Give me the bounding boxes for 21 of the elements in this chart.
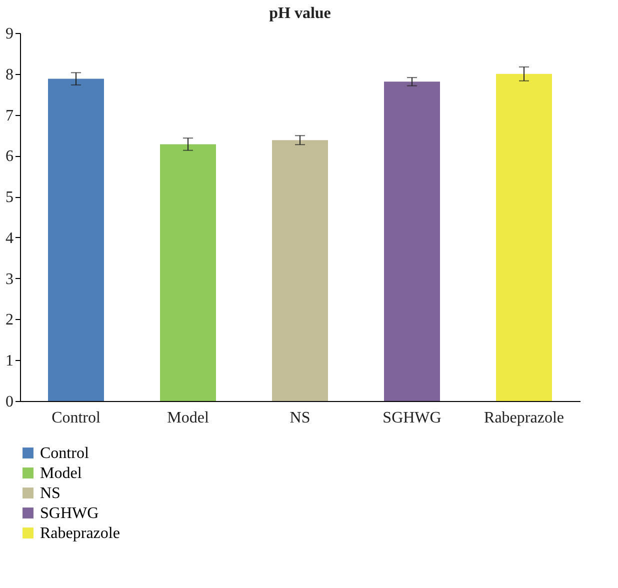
legend-label: Model [40,465,82,482]
legend-label: NS [40,485,60,502]
x-tick-label: Rabeprazole [484,410,564,426]
chart-title: pH value [269,5,331,22]
y-tick-label: 9 [6,26,14,42]
y-tick-label: 6 [6,148,14,166]
x-tick-label: NS [290,410,310,426]
y-tick-label: 8 [6,66,14,84]
y-tick-label: 2 [6,312,14,329]
legend-label: SGHWG [40,505,100,522]
legend-label: Rabeprazole [40,525,120,542]
y-tick-label: 3 [6,270,14,288]
x-tick-label: SGHWG [382,410,442,426]
y-tick-label: 7 [6,107,14,124]
y-tick-label: 1 [6,352,14,370]
y-tick-label: 0 [6,394,14,410]
y-tick-label: 5 [6,189,14,206]
y-tick-label: 4 [6,230,14,247]
legend-label: Control [40,445,90,462]
x-tick-label: Model [167,410,210,426]
x-tick-label: Control [52,410,101,426]
